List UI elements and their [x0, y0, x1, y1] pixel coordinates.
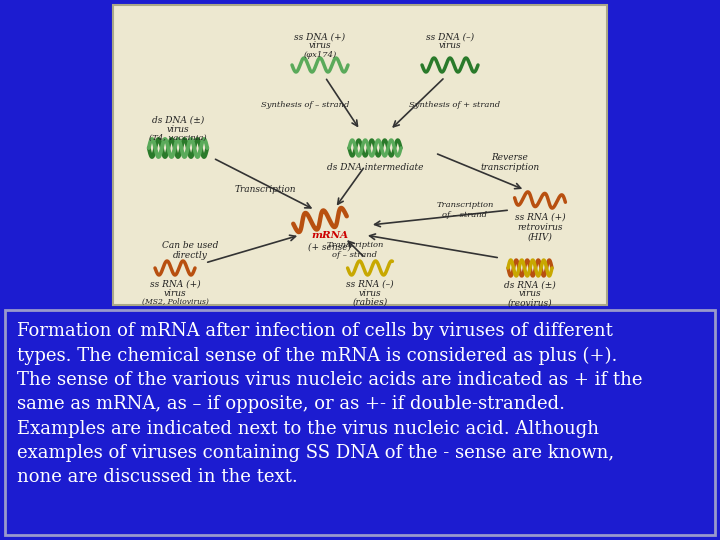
Text: of – strand: of – strand — [443, 211, 487, 219]
Text: Transcription: Transcription — [436, 201, 494, 209]
Text: ss RNA (+): ss RNA (+) — [150, 280, 200, 288]
Text: ds RNA (±): ds RNA (±) — [504, 280, 556, 289]
Text: ss DNA (+): ss DNA (+) — [294, 32, 346, 42]
Bar — [113, 5, 607, 305]
Text: (HIV): (HIV) — [528, 233, 552, 241]
Text: Transcription: Transcription — [326, 241, 384, 249]
Text: (rabies): (rabies) — [352, 298, 387, 307]
Text: (MS2, Poliovirus): (MS2, Poliovirus) — [142, 298, 208, 306]
Text: virus: virus — [518, 289, 541, 299]
Text: virus: virus — [167, 125, 189, 133]
Text: Formation of mRNA after infection of cells by viruses of different
types. The ch: Formation of mRNA after infection of cel… — [17, 322, 642, 486]
Text: virus: virus — [359, 288, 382, 298]
Text: Can be used: Can be used — [162, 240, 218, 249]
Text: Reverse: Reverse — [492, 153, 528, 163]
Text: virus: virus — [309, 42, 331, 51]
Text: (+ sense): (+ sense) — [308, 242, 351, 252]
Text: (T4, vaccinia): (T4, vaccinia) — [149, 134, 207, 142]
Text: (φx174): (φx174) — [303, 51, 337, 59]
Text: ss DNA (–): ss DNA (–) — [426, 32, 474, 42]
Text: retrovirus: retrovirus — [517, 222, 563, 232]
Text: (reovirus): (reovirus) — [508, 299, 552, 307]
Text: Transcription: Transcription — [234, 186, 296, 194]
Text: ss RNA (+): ss RNA (+) — [515, 213, 565, 221]
Text: directly: directly — [173, 252, 207, 260]
Text: ds DNA intermediate: ds DNA intermediate — [327, 164, 423, 172]
Text: transcription: transcription — [480, 164, 539, 172]
Text: ds DNA (±): ds DNA (±) — [152, 116, 204, 125]
Text: Synthesis of + strand: Synthesis of + strand — [410, 101, 500, 109]
Text: virus: virus — [163, 288, 186, 298]
Text: mRNA: mRNA — [312, 232, 348, 240]
Text: of – strand: of – strand — [333, 251, 377, 259]
Text: Synthesis of – strand: Synthesis of – strand — [261, 101, 349, 109]
Text: virus: virus — [438, 42, 462, 51]
Text: ss RNA (–): ss RNA (–) — [346, 280, 394, 288]
Bar — [5, 310, 715, 535]
